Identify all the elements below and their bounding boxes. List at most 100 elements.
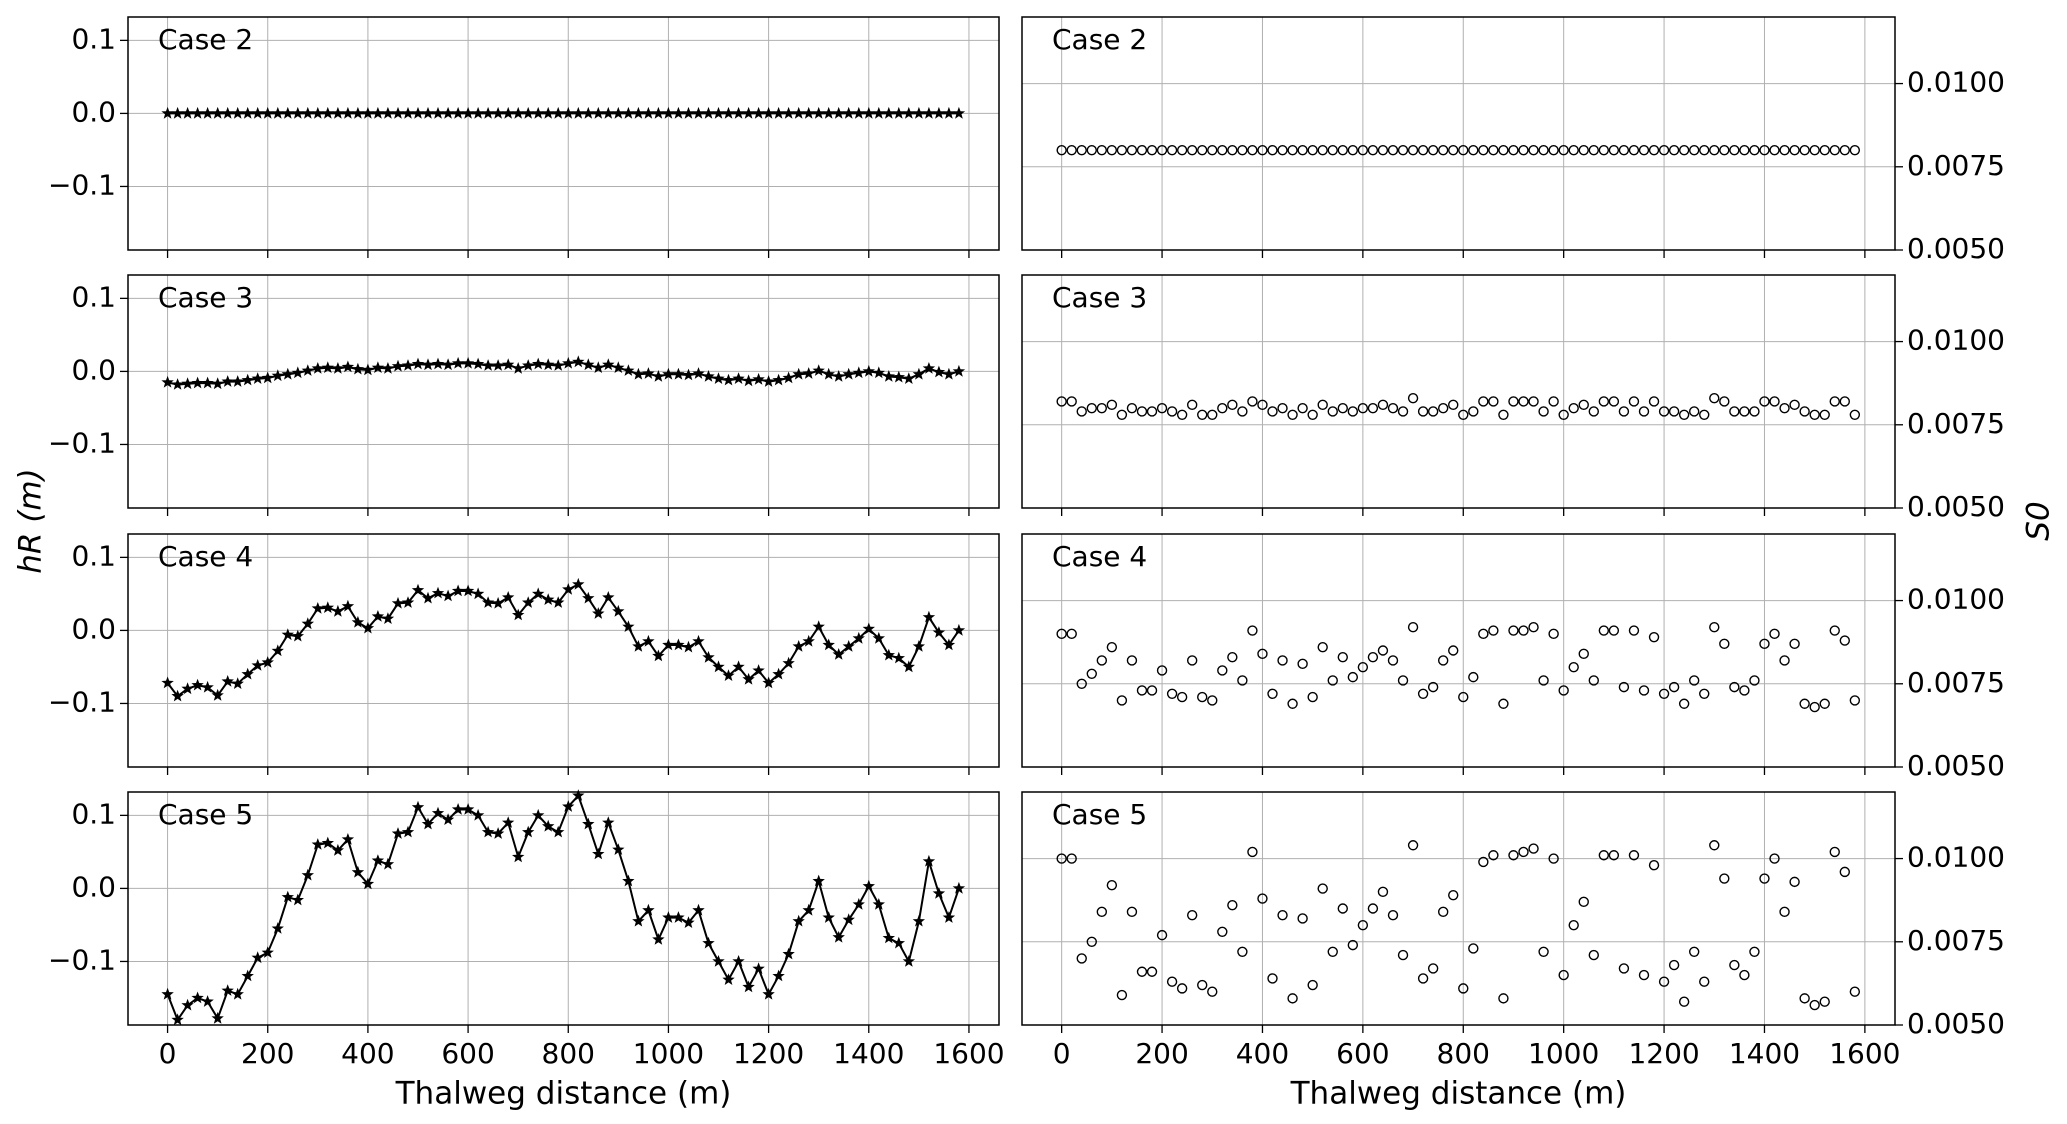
circle-marker bbox=[1608, 625, 1620, 636]
star-marker bbox=[161, 676, 174, 689]
star-marker bbox=[211, 377, 224, 390]
circle-marker bbox=[1307, 144, 1318, 156]
star-marker bbox=[381, 362, 395, 374]
star-marker bbox=[562, 800, 575, 812]
x-axis-label: Thalweg distance (m) bbox=[1290, 1076, 1627, 1112]
star-marker bbox=[161, 987, 174, 1000]
x-tick-label: 800 bbox=[542, 1037, 595, 1070]
circle-marker bbox=[1357, 661, 1369, 673]
circle-marker bbox=[1146, 966, 1158, 977]
star-marker bbox=[451, 356, 465, 369]
circle-marker bbox=[1668, 681, 1680, 693]
star-marker bbox=[411, 357, 425, 370]
star-marker bbox=[952, 623, 966, 636]
star-marker bbox=[291, 106, 304, 119]
star-marker bbox=[331, 106, 344, 119]
circle-marker bbox=[1156, 929, 1168, 941]
circle-marker bbox=[1809, 701, 1820, 713]
circle-marker bbox=[1126, 402, 1138, 414]
circle-marker bbox=[1528, 622, 1539, 633]
circle-marker bbox=[1116, 409, 1128, 420]
circle-marker bbox=[1668, 959, 1680, 971]
star-marker bbox=[401, 596, 415, 608]
circle-marker bbox=[1267, 144, 1278, 156]
circle-marker bbox=[1628, 625, 1640, 636]
circle-marker bbox=[1427, 144, 1439, 156]
star-marker bbox=[361, 363, 375, 376]
circle-marker bbox=[1548, 853, 1559, 864]
star-marker bbox=[291, 366, 304, 379]
star-marker bbox=[492, 359, 505, 371]
star-marker bbox=[732, 372, 745, 384]
star-marker bbox=[922, 610, 936, 623]
circle-marker bbox=[1106, 641, 1118, 653]
circle-marker bbox=[1839, 635, 1850, 646]
circle-marker bbox=[1699, 688, 1710, 699]
circle-marker bbox=[1658, 406, 1670, 417]
star-marker bbox=[912, 106, 925, 119]
panel-title: Case 5 bbox=[158, 798, 253, 831]
star-marker bbox=[842, 913, 855, 926]
star-marker bbox=[542, 819, 555, 832]
axes-frame bbox=[127, 533, 1000, 768]
circle-marker bbox=[1618, 681, 1630, 693]
star-marker bbox=[712, 106, 725, 119]
star-marker bbox=[782, 106, 795, 119]
circle-marker bbox=[1508, 850, 1519, 861]
star-marker bbox=[682, 640, 695, 653]
star-marker bbox=[932, 106, 946, 119]
circle-marker bbox=[1337, 402, 1348, 414]
star-marker bbox=[852, 366, 865, 379]
star-marker bbox=[181, 682, 194, 695]
star-marker bbox=[261, 656, 274, 668]
circle-marker bbox=[1498, 698, 1509, 709]
star-marker bbox=[802, 367, 815, 379]
circle-marker bbox=[1427, 963, 1439, 974]
circle-marker bbox=[1417, 406, 1429, 417]
star-marker bbox=[762, 375, 775, 387]
star-marker bbox=[251, 372, 264, 384]
star-marker bbox=[612, 843, 625, 855]
circle-marker bbox=[1648, 396, 1660, 407]
star-marker bbox=[942, 367, 956, 380]
y-tick-label: 0.1 bbox=[71, 280, 116, 313]
star-marker bbox=[682, 368, 695, 381]
circle-marker bbox=[1407, 622, 1419, 633]
circle-marker bbox=[1508, 396, 1519, 407]
star-marker bbox=[201, 680, 214, 693]
y-tick-label: 0.0050 bbox=[1907, 1007, 2005, 1040]
y-tick-label: 0.0050 bbox=[1907, 749, 2005, 782]
star-marker bbox=[341, 599, 355, 612]
circle-marker bbox=[1518, 846, 1529, 858]
y-tick-label: 0.0 bbox=[71, 612, 116, 645]
x-tick-label: 1600 bbox=[933, 1037, 1004, 1070]
star-marker bbox=[251, 951, 264, 964]
star-marker bbox=[932, 365, 946, 378]
star-marker bbox=[712, 660, 725, 673]
circle-marker bbox=[1247, 144, 1258, 156]
star-marker bbox=[421, 591, 435, 604]
circle-marker bbox=[1066, 396, 1077, 407]
circle-marker bbox=[1407, 840, 1419, 851]
star-marker bbox=[812, 364, 825, 376]
circle-marker bbox=[1197, 979, 1208, 991]
circle-marker bbox=[1618, 144, 1630, 156]
star-marker bbox=[602, 816, 615, 828]
star-marker bbox=[502, 816, 515, 828]
star-marker bbox=[612, 604, 625, 617]
circle-marker bbox=[1076, 953, 1087, 964]
star-marker bbox=[291, 893, 304, 906]
circle-marker bbox=[1468, 144, 1479, 156]
circle-marker bbox=[1297, 402, 1308, 414]
circle-marker bbox=[1608, 396, 1620, 407]
star-marker bbox=[922, 854, 936, 867]
x-tick-label: 0 bbox=[1053, 1037, 1071, 1070]
star-marker bbox=[712, 372, 725, 384]
circle-marker bbox=[1578, 648, 1589, 660]
circle-marker bbox=[1508, 144, 1519, 156]
circle-marker bbox=[1809, 144, 1820, 156]
star-marker bbox=[672, 367, 685, 380]
circle-marker bbox=[1166, 144, 1178, 156]
star-marker bbox=[642, 634, 655, 647]
star-marker bbox=[872, 898, 885, 910]
